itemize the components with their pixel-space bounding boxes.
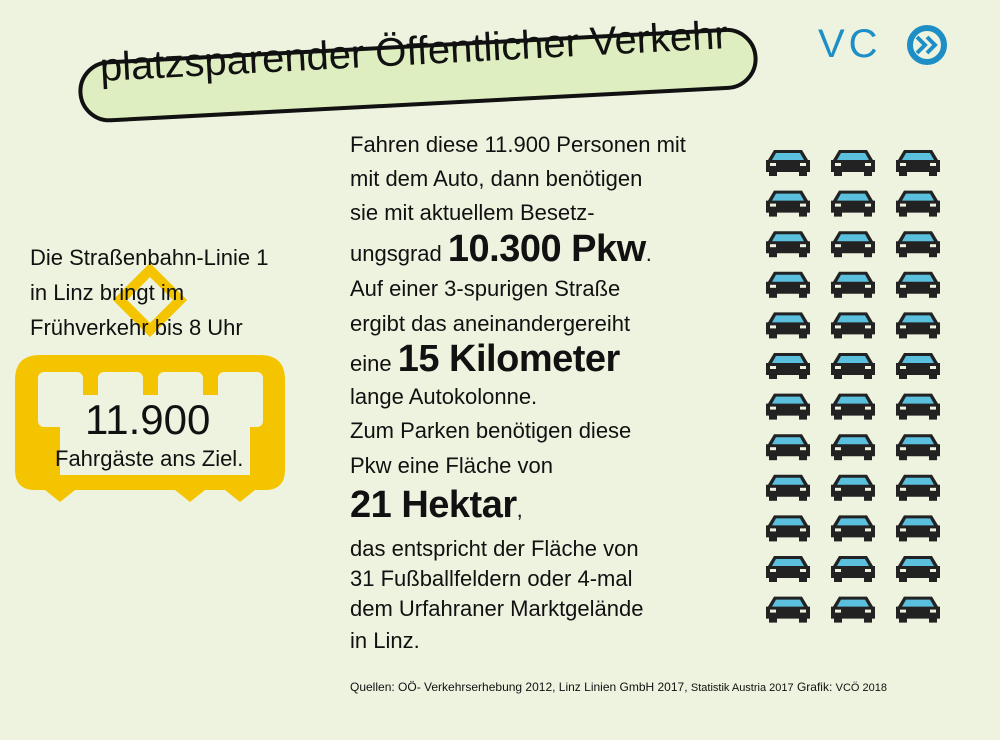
text-line: eine 15 Kilometer xyxy=(350,338,620,381)
car-icon xyxy=(896,474,940,501)
text-line: Fahren diese 11.900 Personen mit xyxy=(350,132,686,158)
car-icon xyxy=(896,596,940,623)
text: dem Urfahraner Marktgelände xyxy=(350,596,644,621)
car-icon xyxy=(766,393,810,420)
text-line: in Linz. xyxy=(350,628,420,654)
text: ungsgrad xyxy=(350,241,442,266)
car-icon xyxy=(896,271,940,298)
text-line: Auf einer 3-spurigen Straße xyxy=(350,276,620,302)
text-line: lange Autokolonne. xyxy=(350,384,537,410)
car-icon xyxy=(896,353,940,379)
source-text: VCÖ 2018 xyxy=(835,682,888,694)
highlight: 21 Hektar xyxy=(350,484,517,526)
text: Zum Parken benötigen diese xyxy=(350,418,632,443)
car-icon xyxy=(766,434,810,461)
car-icon xyxy=(896,190,940,217)
car-icon xyxy=(896,231,940,258)
car-icon xyxy=(766,190,810,217)
car-icon xyxy=(831,190,875,217)
text: lange Autokolonne. xyxy=(350,384,538,409)
text: 31 Fußballfeldern oder 4-mal xyxy=(350,566,633,591)
car-icon xyxy=(766,515,810,542)
car-icon xyxy=(831,150,875,176)
text-line: 21 Hektar, xyxy=(350,484,523,527)
car-grid xyxy=(766,150,940,623)
text-line: das entspricht der Fläche von xyxy=(350,536,639,562)
text-line: Pkw eine Fläche von xyxy=(350,453,553,479)
source-text: Statistik Austria 2017 xyxy=(690,682,794,694)
text: eine xyxy=(350,351,392,376)
car-icon xyxy=(831,596,875,623)
text: , xyxy=(516,497,523,522)
text-line: ungsgrad 10.300 Pkw. xyxy=(350,228,652,271)
car-icon xyxy=(831,353,875,379)
source-text: Quellen: OÖ- Verkehrserhebung 2012, Linz… xyxy=(350,680,688,694)
text: das entspricht der Fläche von xyxy=(350,536,639,561)
tram-number: 11.900 xyxy=(85,396,211,443)
car-icon xyxy=(896,393,940,420)
car-icon xyxy=(831,231,875,258)
car-icon xyxy=(831,474,875,501)
car-icon xyxy=(766,150,810,176)
text-line: mit dem Auto, dann benötigen xyxy=(350,166,642,192)
text: in Linz. xyxy=(350,628,420,653)
intro-line: Die Straßenbahn-Linie 1 xyxy=(30,245,269,270)
sources: Quellen: OÖ- Verkehrserhebung 2012, Linz… xyxy=(350,680,887,694)
tram-icon xyxy=(15,262,285,502)
text: Pkw eine Fläche von xyxy=(350,453,553,478)
car-icon xyxy=(766,556,810,582)
text-line: 31 Fußballfeldern oder 4-mal xyxy=(350,566,632,592)
text: Fahren diese 11.900 Personen mit xyxy=(350,132,686,157)
car-icon xyxy=(896,434,940,461)
car-icon xyxy=(831,393,875,420)
car-icon xyxy=(766,312,810,339)
title-pill xyxy=(78,27,758,123)
text-line: Zum Parken benötigen diese xyxy=(350,418,631,444)
car-icon xyxy=(766,353,810,379)
text-line: dem Urfahraner Marktgelände xyxy=(350,596,643,622)
logo-mark xyxy=(907,25,947,65)
car-icon xyxy=(831,271,875,298)
text: . xyxy=(645,241,652,266)
car-icon xyxy=(831,434,875,461)
car-icon xyxy=(831,312,875,339)
text: mit dem Auto, dann benötigen xyxy=(350,166,643,191)
source-label: Grafik: xyxy=(796,680,833,694)
car-icon xyxy=(766,271,810,298)
logo-text: VC xyxy=(818,22,882,66)
text-line: sie mit aktuellem Besetz- xyxy=(350,200,595,226)
highlight: 15 Kilometer xyxy=(397,338,621,380)
text: sie mit aktuellem Besetz- xyxy=(350,200,595,225)
car-icon xyxy=(831,556,875,582)
car-icon xyxy=(896,150,940,176)
car-icon xyxy=(766,231,810,258)
car-icon xyxy=(831,515,875,542)
car-icon xyxy=(896,312,940,339)
intro-line: in Linz bringt im xyxy=(30,280,185,305)
text: ergibt das aneinandergereiht xyxy=(350,311,631,336)
text: Auf einer 3-spurigen Straße xyxy=(350,276,621,301)
text-line: ergibt das aneinandergereiht xyxy=(350,311,630,337)
highlight: 10.300 Pkw xyxy=(447,228,646,270)
car-icon xyxy=(896,515,940,542)
car-icon xyxy=(896,556,940,582)
car-icon xyxy=(766,474,810,501)
tram-caption: Fahrgäste ans Ziel. xyxy=(55,446,244,471)
intro-line: Frühverkehr bis 8 Uhr xyxy=(30,315,243,340)
car-icon xyxy=(766,596,810,623)
